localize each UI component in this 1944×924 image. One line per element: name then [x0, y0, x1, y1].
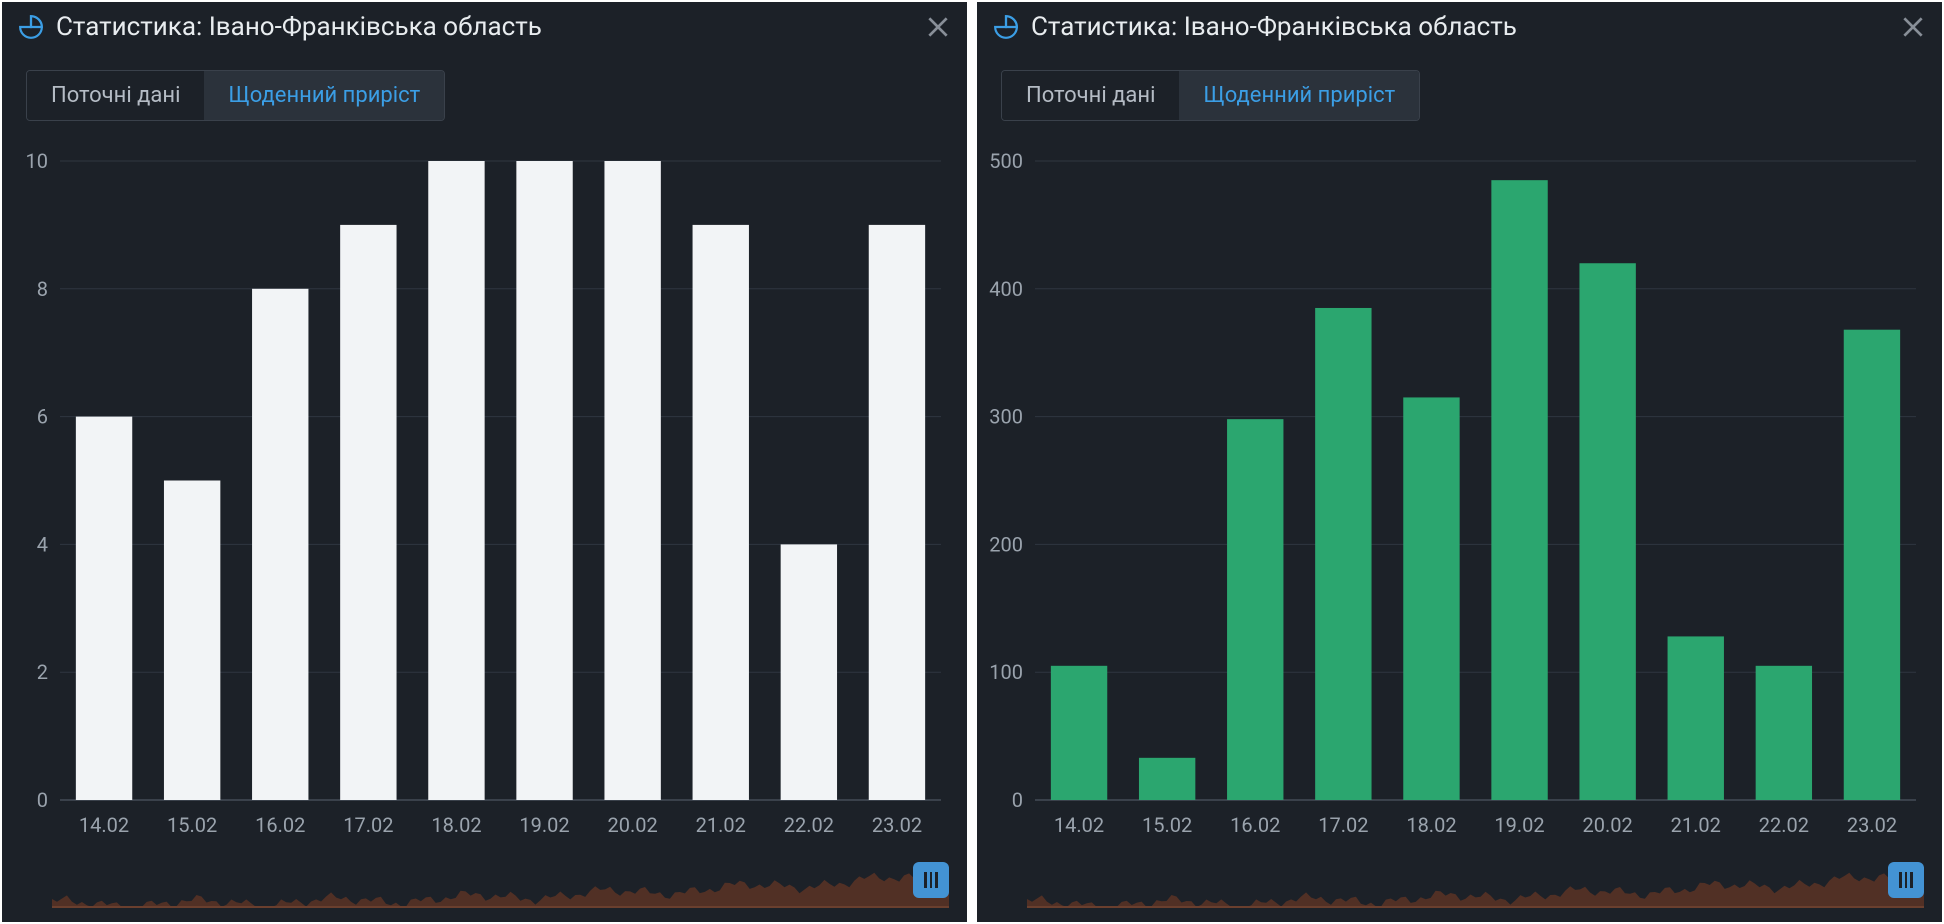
time-brush[interactable] [52, 852, 949, 908]
svg-text:18.02: 18.02 [1406, 813, 1456, 837]
brush-handle-icon[interactable] [913, 862, 949, 898]
svg-text:100: 100 [989, 660, 1023, 684]
svg-text:18.02: 18.02 [431, 813, 481, 837]
svg-text:20.02: 20.02 [1583, 813, 1633, 837]
svg-text:21.02: 21.02 [1671, 813, 1721, 837]
panel-header: Статистика: Івано-Франківська область [2, 2, 967, 50]
svg-text:15.02: 15.02 [1142, 813, 1192, 837]
close-icon[interactable] [925, 14, 951, 40]
tab-group: Поточні дані Щоденний приріст [1001, 70, 1420, 121]
svg-text:22.02: 22.02 [1759, 813, 1809, 837]
close-icon[interactable] [1900, 14, 1926, 40]
svg-text:16.02: 16.02 [255, 813, 305, 837]
time-brush[interactable] [1027, 852, 1924, 908]
tab-current-data[interactable]: Поточні дані [1002, 71, 1179, 120]
bar-chart: 0 100 200 300 400 500 14.02 15.02 16.02 17.02 18.0… [987, 151, 1932, 844]
svg-text:14.02: 14.02 [79, 813, 129, 837]
svg-text:17.02: 17.02 [343, 813, 393, 837]
svg-text:23.02: 23.02 [872, 813, 922, 837]
svg-text:20.02: 20.02 [608, 813, 658, 837]
svg-text:6: 6 [37, 405, 48, 429]
svg-text:19.02: 19.02 [519, 813, 569, 837]
stats-panel-right: Статистика: Івано-Франківська область По… [975, 0, 1944, 924]
svg-text:23.02: 23.02 [1847, 813, 1897, 837]
svg-text:21.02: 21.02 [696, 813, 746, 837]
svg-text:15.02: 15.02 [167, 813, 217, 837]
svg-text:500: 500 [989, 151, 1023, 173]
tab-group: Поточні дані Щоденний приріст [26, 70, 445, 121]
svg-text:300: 300 [989, 405, 1023, 429]
svg-text:0: 0 [37, 788, 48, 812]
tab-daily-growth[interactable]: Щоденний приріст [204, 71, 444, 120]
panel-title: Статистика: Івано-Франківська область [56, 12, 913, 42]
svg-text:4: 4 [37, 532, 48, 556]
svg-text:10: 10 [26, 151, 48, 173]
svg-text:200: 200 [989, 532, 1023, 556]
pie-chart-icon [993, 14, 1019, 40]
brush-handle-icon[interactable] [1888, 862, 1924, 898]
tab-current-data[interactable]: Поточні дані [27, 71, 204, 120]
tab-daily-growth[interactable]: Щоденний приріст [1179, 71, 1419, 120]
panel-title: Статистика: Івано-Франківська область [1031, 12, 1888, 42]
svg-text:14.02: 14.02 [1054, 813, 1104, 837]
svg-text:16.02: 16.02 [1230, 813, 1280, 837]
pie-chart-icon [18, 14, 44, 40]
svg-text:2: 2 [37, 660, 48, 684]
svg-text:17.02: 17.02 [1318, 813, 1368, 837]
bar-chart: 0 2 4 6 8 10 14.02 15.02 16.02 17.02 18.02 19.02 20.… [12, 151, 957, 844]
stats-panel-left: Статистика: Івано-Франківська область По… [0, 0, 969, 924]
svg-text:19.02: 19.02 [1494, 813, 1544, 837]
svg-text:400: 400 [989, 277, 1023, 301]
panel-header: Статистика: Івано-Франківська область [977, 2, 1942, 50]
svg-text:8: 8 [37, 277, 48, 301]
svg-text:0: 0 [1012, 788, 1023, 812]
svg-text:22.02: 22.02 [784, 813, 834, 837]
